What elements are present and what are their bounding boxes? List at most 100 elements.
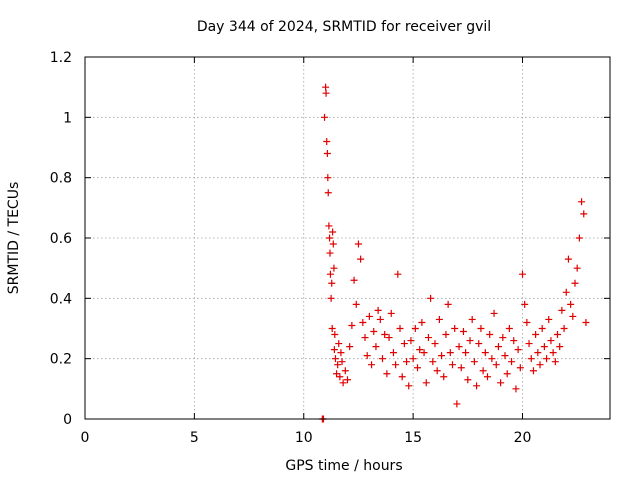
y-tick-label: 0.8 [50,171,72,187]
data-point [431,340,439,348]
data-point [398,373,406,381]
data-point [328,325,336,332]
data-point [387,309,395,317]
data-point [326,249,334,257]
data-point [505,325,513,332]
data-point [338,358,346,366]
x-tick-label: 20 [514,430,532,446]
data-point [525,340,533,348]
data-point [374,306,382,314]
data-point [329,240,337,248]
data-point [344,376,351,384]
data-point [499,334,507,342]
data-point [325,222,333,230]
data-point [335,340,343,348]
data-point [405,382,413,390]
data-point [433,367,441,375]
data-point [323,137,331,145]
data-point [381,331,389,339]
data-point [490,309,498,317]
data-point [573,264,581,272]
data-point [376,315,384,323]
data-point [370,328,378,336]
y-tick-label: 0.2 [50,352,72,368]
data-point [329,228,337,236]
data-point [501,352,509,360]
data-point [429,358,437,366]
data-point [510,337,518,345]
data-point [331,331,339,339]
data-point [521,300,529,308]
data-point [368,361,376,369]
data-point [444,300,452,308]
data-point [322,83,330,91]
data-point [331,355,339,363]
data-point [365,312,373,320]
data-point [519,270,526,278]
data-point [512,385,520,393]
data-point [330,264,338,272]
data-point [554,331,561,339]
data-point [462,349,470,357]
data-point [538,325,546,332]
data-point [562,288,570,296]
data-point [333,370,341,378]
data-point [545,315,553,323]
chart-title: Day 344 of 2024, SRMTID for receiver gvi… [197,19,491,35]
data-point [339,379,347,387]
y-tick-label: 0.4 [50,291,72,307]
data-point [336,373,344,381]
y-axis-label: SRMTID / TECUs [6,182,22,295]
data-point [418,318,426,326]
data-point [379,355,386,363]
data-point [440,373,448,381]
data-point [361,334,369,342]
x-tick-label: 0 [81,430,90,446]
data-point [416,346,424,354]
data-point [396,325,404,332]
data-point [477,325,485,332]
data-point [475,340,483,348]
data-point [407,337,415,345]
data-point [420,349,428,357]
data-point [484,373,491,381]
data-point [536,361,544,369]
grid [85,57,610,419]
data-point [468,315,476,323]
data-point [352,300,360,308]
data-point [322,89,330,97]
data-point [327,294,335,302]
data-point [497,379,505,387]
x-axis-label: GPS time / hours [285,458,402,474]
data-point [414,364,421,372]
data-point [459,328,467,336]
data-point [442,331,450,339]
data-point [543,355,551,363]
data-point [357,255,365,263]
data-point [532,331,540,339]
y-tick-label: 1.2 [50,50,72,66]
data-point [449,361,456,369]
data-point [534,349,542,357]
data-point [549,349,557,357]
data-point [403,358,411,366]
data-point [330,346,338,354]
data-point [348,321,356,329]
data-point [389,349,397,357]
data-point [564,255,572,263]
data-point [334,361,342,369]
data-point [488,355,496,363]
data-point [569,312,577,320]
data-point [514,346,522,354]
data-point [523,318,531,326]
data-point [346,343,354,351]
data-point [551,358,559,366]
data-points [318,83,590,423]
data-point [492,361,500,369]
data-point [571,279,579,287]
data-point [363,352,371,360]
data-point [582,318,590,326]
data-point [547,337,555,345]
data-point [385,334,393,342]
